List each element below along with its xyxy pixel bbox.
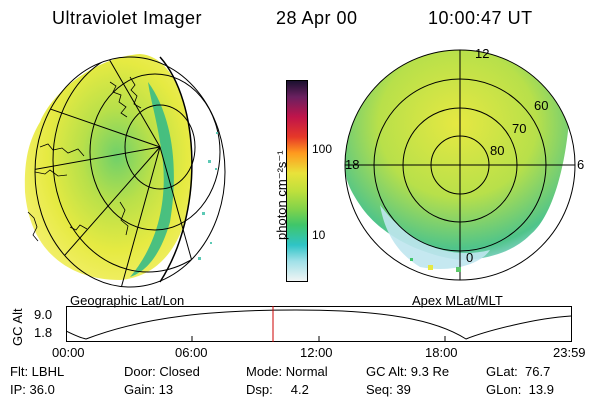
info-gain: Gain: 13 (124, 382, 174, 397)
colorbar-unit-label: photon cm⁻²s⁻¹ (274, 150, 289, 240)
gc-alt-ytick-1: 1.8 (34, 325, 53, 340)
mlt-label-6: 6 (577, 157, 585, 172)
info-gc-alt: GC Alt: 9.3 Re (366, 364, 450, 379)
info-dsp: Dsp: 4.2 (246, 382, 309, 397)
mlt-label-12: 12 (475, 46, 490, 61)
gc-alt-xtick-0000: 00:00 (52, 345, 85, 360)
gc-alt-xtick-1200: 12:00 (300, 345, 333, 360)
info-flt: Flt: LBHL (10, 364, 65, 379)
info-ip: IP: 36.0 (10, 382, 55, 397)
gc-alt-xtick-0600: 06:00 (175, 345, 208, 360)
gc-alt-xtick-2359: 23:59 (553, 345, 586, 360)
info-glat: GLat: 76.7 (486, 364, 551, 379)
instrument-title: Ultraviolet Imager (52, 8, 203, 28)
gc-alt-ylabel: GC Alt (10, 308, 25, 346)
polar-plot (344, 49, 576, 281)
lat-label-60: 60 (534, 98, 549, 113)
info-glon: GLon: 13.9 (486, 382, 554, 397)
info-mode: Mode: Normal (246, 364, 328, 379)
lat-label-70: 70 (512, 121, 527, 136)
mlt-label-18: 18 (345, 157, 360, 172)
date-label: 28 Apr 00 (276, 8, 358, 28)
mlt-label-0: 0 (466, 250, 474, 265)
colorbar-tick-100: 100 (312, 142, 333, 156)
colorbar-tick-10: 10 (312, 228, 326, 242)
gc-alt-chart (66, 306, 572, 342)
gc-alt-ytick-9: 9.0 (34, 307, 53, 322)
geographic-image (24, 54, 226, 288)
geographic-panel-label: Geographic Lat/Lon (70, 293, 185, 308)
info-seq: Seq: 39 (366, 382, 411, 397)
lat-label-80: 80 (490, 143, 505, 158)
colorbar (286, 80, 308, 282)
apex-panel-label: Apex MLat/MLT (412, 293, 503, 308)
time-label: 10:00:47 UT (428, 8, 533, 28)
info-door: Door: Closed (124, 364, 200, 379)
gc-alt-xtick-1800: 18:00 (425, 345, 458, 360)
